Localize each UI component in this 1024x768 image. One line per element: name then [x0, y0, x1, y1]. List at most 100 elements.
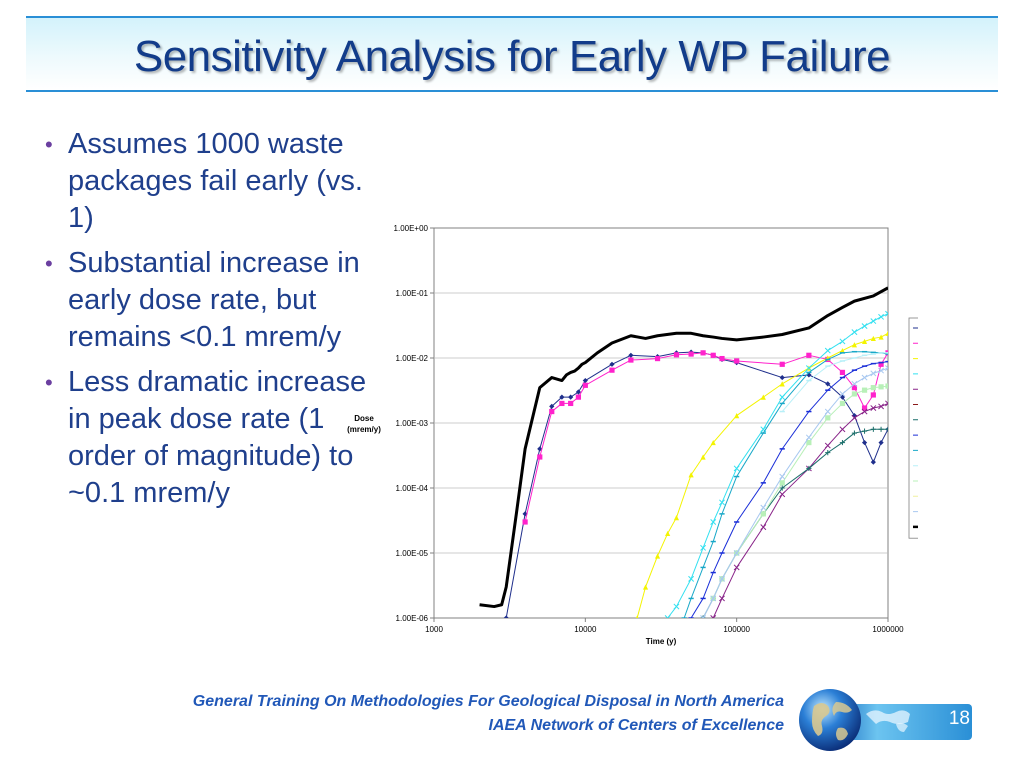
y-tick-label: 1.00E-06 [396, 614, 429, 623]
data-point [878, 361, 884, 367]
data-point [710, 352, 716, 358]
data-point [537, 454, 543, 460]
data-point [878, 313, 885, 320]
data-point [806, 352, 812, 358]
data-point [861, 323, 868, 330]
footer-network-name: IAEA Network of Centers of Excellence [488, 717, 785, 734]
data-point [878, 403, 885, 410]
bullet-dot-icon: • [45, 251, 53, 276]
data-point [700, 454, 706, 460]
data-point [760, 524, 767, 531]
data-point [664, 615, 671, 618]
data-point [851, 385, 858, 391]
data-point [733, 550, 740, 556]
data-point [878, 439, 884, 446]
data-point [779, 394, 786, 401]
footer-course-title: General Training On Methodologies For Ge… [192, 693, 784, 710]
data-point [673, 352, 680, 358]
legend-item: DosePu-240 [913, 495, 918, 497]
data-point [549, 408, 555, 415]
data-point [824, 408, 831, 415]
data-point [878, 426, 884, 432]
bullet-item: • Assumes 1000 waste packages fail early … [42, 126, 382, 237]
data-point [885, 383, 888, 389]
data-point [851, 391, 858, 397]
data-point [851, 380, 858, 387]
data-point [878, 384, 884, 390]
data-point [628, 357, 634, 363]
data-point [700, 544, 707, 551]
legend-item: Total [913, 525, 918, 529]
y-axis-label: Dose [354, 414, 374, 423]
series-doseu-236 [700, 365, 888, 618]
data-point [861, 408, 868, 415]
bullet-dot-icon: • [45, 370, 53, 395]
data-point [779, 374, 785, 381]
series-doseu-233 [664, 310, 888, 618]
y-tick-label: 1.00E-01 [396, 289, 429, 298]
y-tick-label: 1.00E-02 [396, 354, 429, 363]
data-point [861, 439, 868, 446]
legend-item: DoseNp-237 [913, 358, 918, 360]
y-tick-label: 1.00E-05 [396, 549, 429, 558]
data-point [635, 615, 639, 618]
data-point [760, 504, 767, 511]
bullet-text: Less dramatic increase in peak dose rate… [68, 366, 367, 509]
data-point [582, 382, 588, 388]
data-point [642, 584, 649, 590]
data-point [688, 472, 694, 478]
data-point [885, 365, 888, 372]
bullet-dot-icon: • [45, 132, 53, 157]
x-axis-label: Time (y) [646, 637, 677, 646]
data-point [861, 387, 868, 393]
legend-item: DoseU-236 [913, 511, 918, 513]
bullet-text: Assumes 1000 waste packages fail early (… [68, 128, 363, 234]
data-point [861, 338, 868, 345]
legend-item: DoseTh-230 [913, 465, 918, 467]
data-point [575, 389, 582, 395]
bullet-text: Substantial increase in early dose rate,… [68, 247, 360, 353]
data-point [861, 405, 868, 411]
bullet-item: • Less dramatic increase in peak dose rat… [42, 364, 382, 512]
data-point [719, 499, 725, 506]
x-tick-label: 100000 [723, 625, 750, 634]
data-point [839, 369, 846, 376]
data-point [870, 318, 877, 325]
dose-chart: 1.00E+00 1.00E-01 1.00E-02 1.00E-03 1.00E-04… [347, 224, 918, 646]
data-point [805, 365, 812, 372]
data-point [839, 390, 846, 397]
series-doseu-234 [681, 350, 888, 618]
data-point [825, 450, 831, 456]
data-point [673, 515, 680, 521]
series-doseu-238 [688, 360, 888, 618]
data-point [779, 491, 786, 498]
data-point [870, 370, 877, 377]
data-point [654, 355, 661, 362]
data-point [665, 530, 671, 537]
data-point [779, 485, 785, 491]
data-point [654, 553, 661, 559]
bullet-list: • Assumes 1000 waste packages fail early … [42, 126, 382, 520]
data-point [870, 392, 876, 398]
x-tick-label: 1000000 [872, 625, 904, 634]
data-point [549, 403, 555, 410]
data-point [885, 310, 888, 317]
data-point [688, 351, 694, 357]
data-point [806, 372, 812, 378]
data-point [700, 350, 706, 356]
series-layer [479, 286, 888, 618]
data-point [870, 426, 876, 432]
legend-item: DoseI-129 [913, 342, 918, 344]
series-line [479, 286, 888, 609]
y-tick-label: 1.00E-04 [396, 484, 429, 493]
data-point [760, 511, 766, 517]
data-point [575, 394, 582, 400]
page-title: Sensitivity Analysis for Early WP Failur… [133, 32, 891, 81]
data-point [851, 342, 858, 348]
data-point [673, 603, 680, 610]
data-point [710, 439, 716, 446]
data-point [710, 615, 717, 618]
legend-item: DoseTc-99 [913, 327, 918, 329]
data-point [609, 367, 615, 373]
legend-item: DoseRa-226 [913, 480, 918, 482]
